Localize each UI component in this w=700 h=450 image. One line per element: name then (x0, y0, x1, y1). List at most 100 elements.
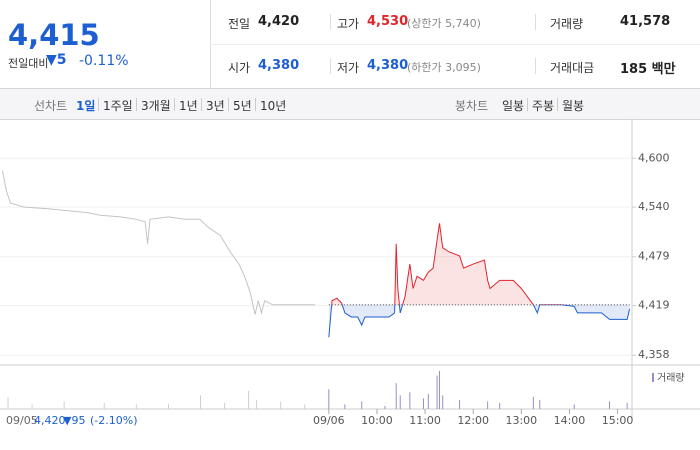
volume-bar (224, 402, 226, 409)
tab-separator (228, 98, 229, 111)
x-tick-label: 12:00 (457, 414, 489, 427)
tab-group-label: 봉차트 (455, 99, 489, 113)
change-rate: -0.11% (79, 53, 129, 69)
info-label: 고가 (337, 17, 360, 31)
tab-bar: 선차트 1일 1주일 3개월 1년 3년 5년 10년 봉차트 일봉 주봉 월봉 (0, 89, 700, 120)
volume-bar (103, 402, 105, 409)
status-rate: (-2.10%) (90, 414, 138, 427)
tab-separator (136, 98, 137, 111)
divider (210, 44, 700, 45)
y-tick-label: 4,600 (638, 151, 670, 164)
summary: 4,415 전일대비 ▼5 -0.11% 전일 4,420 고가 4,530 (상한가 … (0, 0, 700, 89)
volume-bar (361, 401, 363, 409)
volume-bar (384, 405, 386, 409)
volume-bar (439, 371, 441, 409)
y-tick-label: 4,358 (638, 348, 670, 361)
prev-line (1, 170, 316, 315)
price: 4,415 (8, 18, 100, 52)
legend-label: 거래량 (657, 372, 685, 384)
volume-bar (539, 399, 541, 409)
info-note: (하한가 3,095) (407, 61, 481, 74)
tab[interactable]: 10년 (260, 99, 287, 113)
area-up (328, 223, 630, 305)
volume-bar (422, 398, 424, 409)
status-price: 4,420 (34, 414, 66, 427)
volume-bar (280, 401, 282, 409)
divider (535, 58, 536, 74)
volume-bar (573, 404, 575, 409)
tab[interactable]: 3년 (206, 99, 225, 113)
change-label: 전일대비 (8, 57, 49, 70)
tab[interactable]: 주봉 (532, 99, 555, 113)
volume-bar (200, 395, 202, 409)
tab[interactable]: 5년 (233, 99, 252, 113)
volume-bar (256, 399, 258, 409)
volume-bar (7, 396, 9, 409)
volume-bar (63, 401, 65, 409)
status-date: 09/05 (6, 414, 38, 427)
volume-bar (487, 401, 489, 409)
x-tick-label: 09/06 (313, 414, 345, 427)
tab-separator (557, 98, 558, 111)
tab-group-label: 선차트 (34, 99, 68, 113)
info-value: 4,380 (258, 58, 300, 73)
tab[interactable]: 1주일 (103, 99, 133, 113)
volume-bar (344, 404, 346, 409)
volume-bar (167, 403, 169, 409)
volume-bar (442, 395, 444, 409)
volume-bar (248, 390, 250, 409)
info-value: 41,578 (620, 14, 671, 29)
tab-separator (527, 98, 528, 111)
tab[interactable]: 일봉 (502, 99, 525, 113)
tab[interactable]: 월봉 (562, 99, 585, 113)
volume-bar (409, 392, 411, 409)
tab-separator (174, 98, 175, 111)
info-label: 저가 (337, 61, 360, 75)
x-tick-label: 10:00 (361, 414, 393, 427)
x-tick-label: 14:00 (554, 414, 586, 427)
tab-separator (255, 98, 256, 111)
info-label: 거래량 (550, 17, 584, 31)
info-value: 185 백만 (620, 62, 676, 77)
change: ▼5 (46, 52, 67, 68)
volume-bar (427, 393, 429, 409)
info-label: 시가 (228, 61, 251, 75)
y-tick-label: 4,419 (638, 299, 670, 312)
x-tick-label: 13:00 (505, 414, 537, 427)
info-value: 4,420 (258, 14, 300, 29)
tab-separator (201, 98, 202, 111)
info-label: 거래대금 (550, 61, 595, 75)
y-tick-label: 4,540 (638, 200, 670, 213)
info-value: 4,530 (367, 14, 409, 29)
tab-separator (98, 98, 99, 111)
area-down (328, 304, 630, 338)
volume-bar (626, 402, 628, 409)
volume-bar (609, 401, 611, 409)
info-note: (상한가 5,740) (407, 17, 481, 30)
line-up (331, 223, 566, 305)
x-tick-label: 11:00 (409, 414, 441, 427)
info-label: 전일 (228, 17, 251, 31)
divider (535, 14, 536, 30)
volume-bar (532, 396, 534, 409)
divider (330, 58, 331, 74)
info-value: 4,380 (367, 58, 409, 73)
divider (330, 14, 331, 30)
chart: 4,600 4,540 4,479 4,419 4,358 09/06 10:00 11:00… (0, 119, 700, 427)
volume-bar (328, 389, 330, 409)
status-change: ▼95 (63, 414, 85, 427)
x-tick-label: 15:00 (602, 414, 634, 427)
tab[interactable]: 3개월 (141, 99, 171, 113)
volume-bar (436, 375, 438, 409)
volume-bar (304, 404, 306, 409)
line-down (328, 304, 631, 338)
legend-swatch (652, 373, 654, 382)
tab[interactable]: 1년 (179, 99, 198, 113)
volume-bar (459, 399, 461, 409)
tab[interactable]: 1일 (76, 99, 96, 113)
volume-bar (399, 395, 401, 409)
volume-bar (135, 404, 137, 409)
volume-bar (31, 404, 33, 409)
volume-bar (395, 383, 397, 409)
